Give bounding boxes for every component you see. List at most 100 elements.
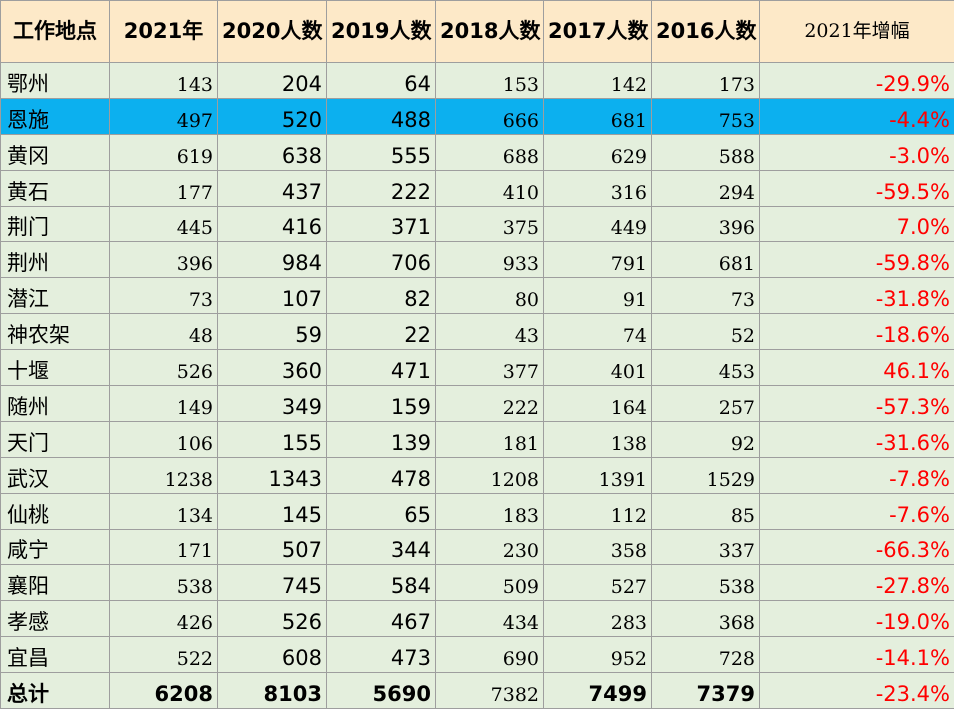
value-cell[interactable]: 666	[436, 98, 544, 134]
value-cell[interactable]: 619	[110, 134, 218, 170]
value-cell[interactable]: 145	[218, 493, 327, 529]
place-cell[interactable]: 鄂州	[1, 63, 110, 99]
value-cell[interactable]: 139	[327, 421, 436, 457]
value-cell[interactable]: 92	[652, 421, 760, 457]
value-cell[interactable]: 371	[327, 206, 436, 242]
value-cell[interactable]: 538	[652, 565, 760, 601]
value-cell[interactable]: 153	[436, 63, 544, 99]
value-cell[interactable]: 80	[436, 278, 544, 314]
growth-cell[interactable]: -59.8%	[760, 242, 954, 278]
value-cell[interactable]: 526	[110, 350, 218, 386]
header-cell-2017[interactable]: 2017人数	[544, 1, 652, 63]
value-cell[interactable]: 349	[218, 386, 327, 422]
value-cell[interactable]: 728	[652, 637, 760, 673]
value-cell[interactable]: 106	[110, 421, 218, 457]
growth-cell[interactable]: -29.9%	[760, 63, 954, 99]
value-cell[interactable]: 43	[436, 314, 544, 350]
growth-cell[interactable]: 7.0%	[760, 206, 954, 242]
value-cell[interactable]: 82	[327, 278, 436, 314]
total-value-cell[interactable]: 6208	[110, 673, 218, 709]
place-cell[interactable]: 仙桃	[1, 493, 110, 529]
growth-cell[interactable]: -19.0%	[760, 601, 954, 637]
value-cell[interactable]: 588	[652, 134, 760, 170]
value-cell[interactable]: 538	[110, 565, 218, 601]
value-cell[interactable]: 522	[110, 637, 218, 673]
place-cell[interactable]: 宜昌	[1, 637, 110, 673]
total-value-cell[interactable]: 7379	[652, 673, 760, 709]
growth-cell[interactable]: -57.3%	[760, 386, 954, 422]
value-cell[interactable]: 488	[327, 98, 436, 134]
value-cell[interactable]: 952	[544, 637, 652, 673]
value-cell[interactable]: 608	[218, 637, 327, 673]
value-cell[interactable]: 1208	[436, 457, 544, 493]
total-value-cell[interactable]: 7382	[436, 673, 544, 709]
growth-cell[interactable]: -59.5%	[760, 170, 954, 206]
value-cell[interactable]: 467	[327, 601, 436, 637]
place-cell[interactable]: 孝感	[1, 601, 110, 637]
growth-cell[interactable]: -7.6%	[760, 493, 954, 529]
value-cell[interactable]: 555	[327, 134, 436, 170]
value-cell[interactable]: 526	[218, 601, 327, 637]
total-value-cell[interactable]: 7499	[544, 673, 652, 709]
value-cell[interactable]: 471	[327, 350, 436, 386]
value-cell[interactable]: 584	[327, 565, 436, 601]
value-cell[interactable]: 1238	[110, 457, 218, 493]
place-cell[interactable]: 武汉	[1, 457, 110, 493]
value-cell[interactable]: 520	[218, 98, 327, 134]
value-cell[interactable]: 73	[110, 278, 218, 314]
value-cell[interactable]: 181	[436, 421, 544, 457]
value-cell[interactable]: 453	[652, 350, 760, 386]
value-cell[interactable]: 681	[544, 98, 652, 134]
value-cell[interactable]: 791	[544, 242, 652, 278]
value-cell[interactable]: 1391	[544, 457, 652, 493]
value-cell[interactable]: 1529	[652, 457, 760, 493]
value-cell[interactable]: 134	[110, 493, 218, 529]
value-cell[interactable]: 204	[218, 63, 327, 99]
growth-cell[interactable]: -7.8%	[760, 457, 954, 493]
place-cell[interactable]: 荆州	[1, 242, 110, 278]
growth-cell[interactable]: -3.0%	[760, 134, 954, 170]
value-cell[interactable]: 64	[327, 63, 436, 99]
value-cell[interactable]: 159	[327, 386, 436, 422]
value-cell[interactable]: 138	[544, 421, 652, 457]
value-cell[interactable]: 377	[436, 350, 544, 386]
value-cell[interactable]: 375	[436, 206, 544, 242]
value-cell[interactable]: 410	[436, 170, 544, 206]
value-cell[interactable]: 638	[218, 134, 327, 170]
place-cell[interactable]: 荆门	[1, 206, 110, 242]
value-cell[interactable]: 173	[652, 63, 760, 99]
value-cell[interactable]: 360	[218, 350, 327, 386]
place-cell[interactable]: 随州	[1, 386, 110, 422]
value-cell[interactable]: 112	[544, 493, 652, 529]
value-cell[interactable]: 745	[218, 565, 327, 601]
value-cell[interactable]: 257	[652, 386, 760, 422]
value-cell[interactable]: 396	[110, 242, 218, 278]
value-cell[interactable]: 222	[436, 386, 544, 422]
place-cell[interactable]: 恩施	[1, 98, 110, 134]
value-cell[interactable]: 527	[544, 565, 652, 601]
total-value-cell[interactable]: 8103	[218, 673, 327, 709]
total-value-cell[interactable]: 5690	[327, 673, 436, 709]
growth-cell[interactable]: -14.1%	[760, 637, 954, 673]
header-cell-2016[interactable]: 2016人数	[652, 1, 760, 63]
value-cell[interactable]: 416	[218, 206, 327, 242]
value-cell[interactable]: 183	[436, 493, 544, 529]
value-cell[interactable]: 344	[327, 529, 436, 565]
value-cell[interactable]: 706	[327, 242, 436, 278]
value-cell[interactable]: 984	[218, 242, 327, 278]
header-cell-2021[interactable]: 2021年	[110, 1, 218, 63]
value-cell[interactable]: 396	[652, 206, 760, 242]
